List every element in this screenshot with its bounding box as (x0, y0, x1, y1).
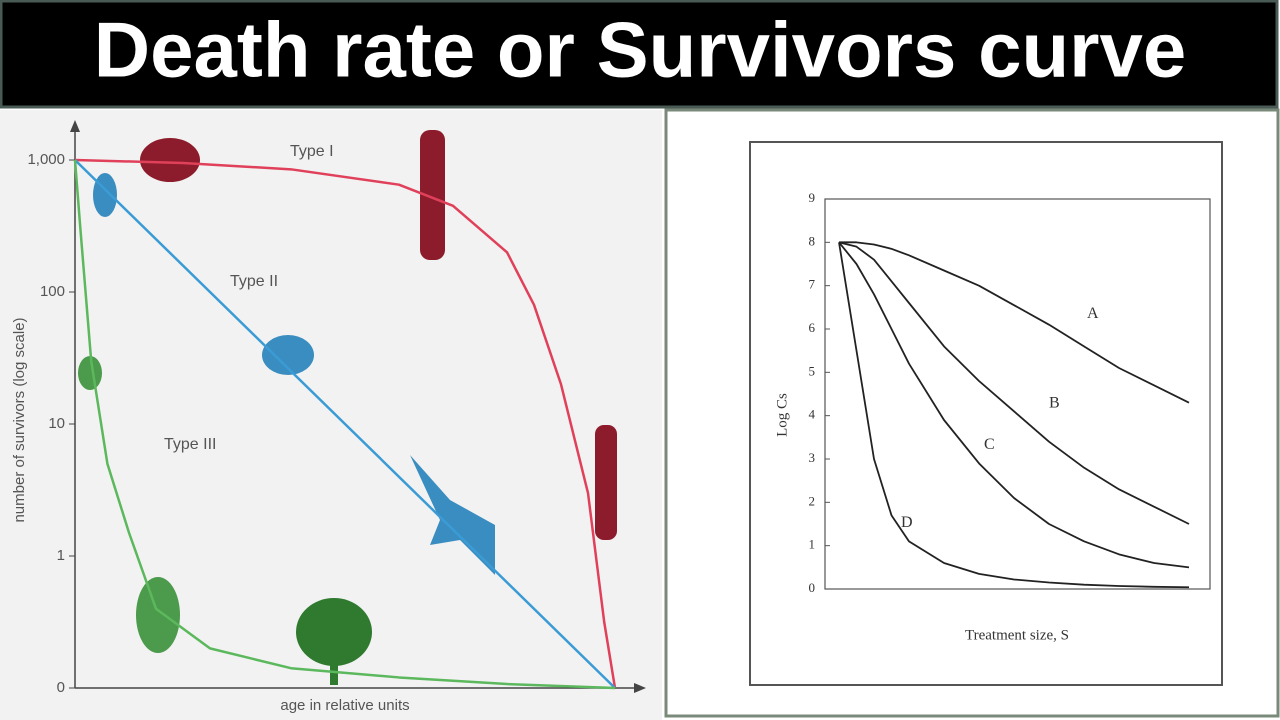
y-arrow (70, 120, 80, 132)
x-axis-label: age in relative units (280, 697, 409, 714)
series-label: A (1087, 305, 1099, 322)
plot-frame (824, 198, 1211, 590)
decay-curve (838, 241, 1190, 569)
y-tick-label: 3 (809, 450, 816, 465)
series-label: C (984, 436, 995, 453)
y-tick-label: 5 (809, 363, 816, 378)
y-tick-label: 9 (809, 190, 816, 205)
y-tick-label: 10 (48, 415, 65, 432)
y-axis-label: number of survivors (log scale) (11, 317, 28, 522)
y-tick-label: 4 (809, 407, 816, 422)
page-title: Death rate or Survivors curve (94, 6, 1186, 94)
y-tick-label: 0 (57, 679, 65, 696)
y-tick-label: 7 (809, 277, 816, 292)
right-panel (664, 108, 1280, 718)
title-bar (0, 0, 1279, 109)
x-arrow (634, 683, 646, 693)
y-tick-label: 0 (809, 580, 816, 595)
decay-curve (839, 241, 1190, 404)
series-label: D (901, 514, 913, 531)
survivor-curve (74, 159, 616, 689)
silhouettes (78, 130, 617, 685)
series-label: Type I (290, 143, 334, 160)
figure-frame (749, 141, 1223, 686)
y-axis-label: Log Cs (774, 393, 790, 437)
survivor-curve (73, 159, 616, 690)
series-label: B (1049, 394, 1060, 411)
y-tick-label: 8 (809, 233, 816, 248)
series-label: Type III (164, 436, 216, 453)
y-tick-label: 1,000 (27, 151, 65, 168)
y-tick-label: 1 (809, 537, 816, 552)
y-tick-label: 1 (57, 547, 65, 564)
decay-curve (838, 242, 1190, 589)
y-tick-label: 100 (40, 283, 65, 300)
survivor-curve (74, 158, 617, 689)
y-tick-label: 2 (809, 493, 816, 508)
series-label: Type II (230, 273, 278, 290)
y-tick-label: 6 (809, 320, 816, 335)
x-axis-label: Treatment size, S (965, 627, 1069, 643)
decay-curve (838, 241, 1190, 525)
